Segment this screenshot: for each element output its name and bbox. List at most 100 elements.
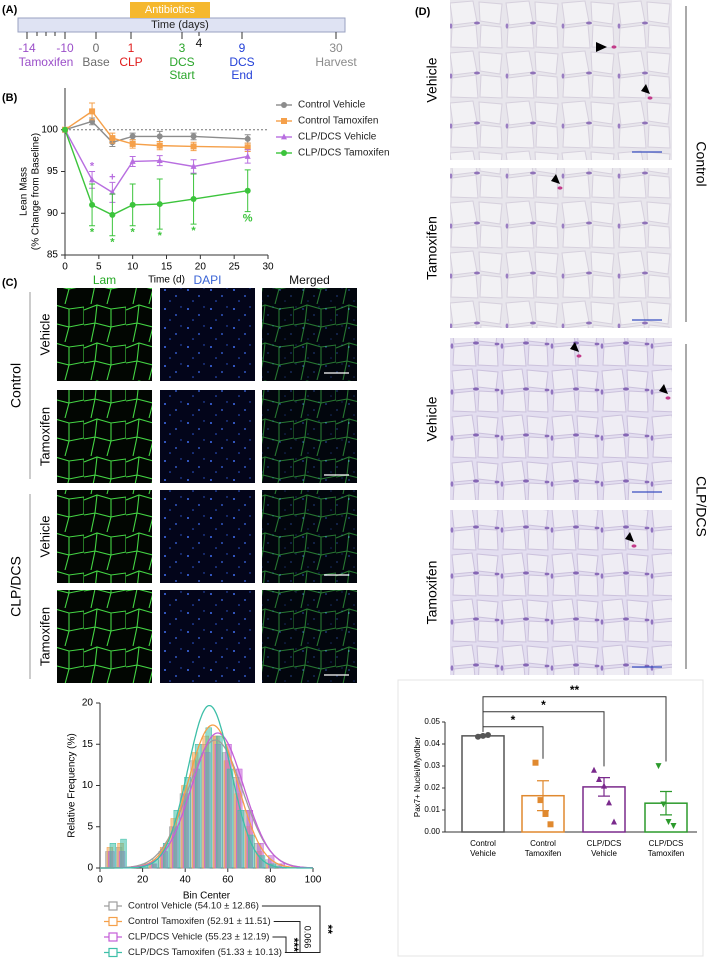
- legend-swatch: [108, 901, 118, 911]
- panel-label: (A): [2, 4, 18, 16]
- bar: [216, 735, 223, 869]
- event-label: CLP: [119, 55, 142, 69]
- marker: [89, 201, 96, 208]
- y-tick-label: 0: [87, 863, 93, 874]
- treatment-box: [130, 2, 210, 18]
- histology-image: [450, 510, 672, 675]
- x-tick-label: 30: [262, 262, 274, 273]
- marker: [89, 108, 96, 115]
- group-label: Control: [693, 141, 709, 186]
- marker: [129, 133, 136, 140]
- day-label: 3: [179, 41, 186, 55]
- y-axis-label: Pax7+ Nuclei/Myofiber: [413, 737, 422, 818]
- y-tick-label: 10: [82, 780, 94, 791]
- x-tick-label: 80: [265, 875, 277, 886]
- marker: [244, 152, 251, 159]
- x-axis-label: Bin Center: [183, 891, 231, 902]
- significance: *: [158, 230, 163, 242]
- marker: [281, 133, 287, 140]
- event-label: Tamoxifen: [19, 55, 74, 69]
- bar: [248, 834, 255, 869]
- micrograph-overlay: [262, 490, 357, 583]
- y-tick-label: 100: [41, 124, 58, 135]
- marker: [156, 157, 163, 164]
- marker: [109, 188, 116, 195]
- row-label: Vehicle: [37, 516, 52, 558]
- category-label: CLP/DCS Vehicle: [587, 839, 622, 858]
- legend-label: CLP/DCS Tamoxifen (51.33 ± 10.13): [128, 947, 282, 958]
- comparison-label: **: [570, 683, 580, 697]
- legend-label: Control Tamoxifen: [298, 116, 378, 127]
- fit-curve: [100, 704, 313, 869]
- day-label: 0: [93, 41, 100, 55]
- legend-label: CLP/DCS Vehicle: [298, 132, 377, 143]
- y-tick-label: 0.02: [424, 783, 440, 792]
- y-axis-label: Lean Mass: [19, 167, 30, 216]
- comparison-label: ***: [287, 938, 301, 952]
- arrowhead: [596, 42, 607, 52]
- day-label: 1: [128, 41, 135, 55]
- legend-swatch: [108, 947, 118, 958]
- bar: [173, 810, 180, 869]
- histology-image: [450, 168, 672, 328]
- marker: [475, 733, 481, 740]
- marker: [244, 187, 251, 194]
- marker: [591, 766, 597, 773]
- y-tick-label: 0.00: [424, 827, 440, 836]
- marker: [190, 162, 197, 169]
- group-label: CLP/DCS: [693, 476, 709, 537]
- row-label: Vehicle: [37, 314, 52, 356]
- x-tick-label: 10: [127, 262, 139, 273]
- legend-label: Control Tamoxifen (52.91 ± 11.51): [128, 916, 271, 927]
- x-tick-label: 0: [97, 875, 103, 886]
- marker: [190, 133, 197, 140]
- y-tick-label: 20: [82, 698, 94, 709]
- event-label: Base: [82, 55, 110, 69]
- marker: [670, 823, 677, 829]
- day-label: 4: [196, 36, 203, 50]
- significance: *: [90, 160, 95, 172]
- comparison-label: *: [541, 698, 546, 712]
- nucleus: [631, 544, 637, 548]
- marker: [606, 799, 612, 806]
- y-tick-label: 85: [47, 250, 59, 261]
- marker: [156, 201, 163, 208]
- marker: [547, 821, 554, 828]
- legend-swatch: [108, 916, 118, 927]
- y-tick-label: 95: [47, 166, 59, 177]
- marker: [660, 801, 667, 808]
- legend-label: Control Vehicle (54.10 ± 12.86): [128, 901, 259, 912]
- column-header: Merged: [289, 273, 330, 287]
- x-tick-label: 20: [137, 875, 149, 886]
- marker: [537, 797, 544, 804]
- micrograph: [57, 590, 152, 683]
- column-header: DAPI: [193, 273, 221, 287]
- category-label: Control Tamoxifen: [525, 839, 561, 858]
- legend-label: CLP/DCS Vehicle (55.23 ± 12.19): [128, 932, 269, 943]
- legend-label: CLP/DCS Tamoxifen: [298, 148, 390, 159]
- significance: +: [109, 171, 115, 183]
- x-tick-label: 5: [96, 262, 102, 273]
- timeline-title: Time (days): [151, 19, 209, 31]
- error-bar: [660, 790, 672, 816]
- event-label: DCS: [229, 55, 254, 69]
- row-label: Tamoxifen: [37, 407, 52, 466]
- event-label: Harvest: [315, 55, 357, 69]
- significance: *: [191, 225, 196, 237]
- comparison-label: 0.066: [303, 926, 313, 949]
- arrowhead: [570, 342, 579, 352]
- micrograph-overlay: [262, 590, 357, 683]
- marker: [601, 782, 607, 789]
- significance: *: [110, 237, 115, 249]
- micrograph: [160, 590, 255, 683]
- chart-frame: [397, 679, 704, 957]
- row-label: Tamoxifen: [37, 607, 52, 666]
- marker: [281, 118, 287, 124]
- micrograph: [160, 490, 255, 583]
- histology-image: [450, 0, 672, 160]
- bar: [194, 744, 202, 869]
- arrowhead: [625, 532, 634, 542]
- x-tick-label: 20: [195, 262, 207, 273]
- marker: [611, 818, 617, 825]
